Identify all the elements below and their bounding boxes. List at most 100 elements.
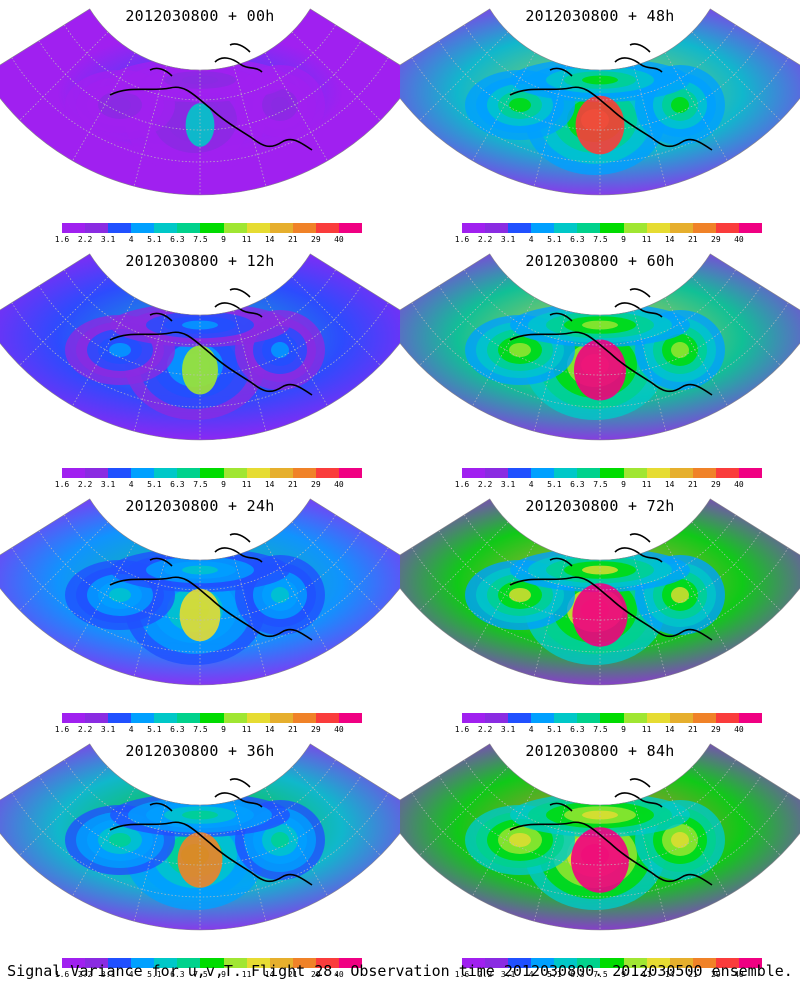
colorbar-tick-label: 40 xyxy=(734,480,744,489)
colorbar-tick-label: 6.3 xyxy=(570,970,585,979)
colorbar-swatch xyxy=(531,713,555,723)
colorbar-tick-label: 1.6 xyxy=(454,970,470,979)
colorbar-tick-label: 14 xyxy=(264,725,275,734)
colorbar-swatch xyxy=(485,958,509,968)
colorbar-swatch xyxy=(62,468,86,478)
colorbar-tick-label: 14 xyxy=(264,235,275,244)
colorbar-swatch xyxy=(269,713,293,723)
forecast-panel: 2012030800 + 36h 1.6 2.2 3.1 4 5.1 6.3 7.5 9 11 14… xyxy=(0,735,400,980)
variance-map xyxy=(400,253,800,441)
colorbar-swatch xyxy=(315,223,339,233)
forecast-panel: 2012030800 + 72h 1.6 2.2 3.1 4 5.1 6.3 7.5 9 11 14… xyxy=(400,490,800,735)
colorbar-tick-label: 6.3 xyxy=(170,725,185,734)
colorbar-tick-label: 6.3 xyxy=(570,480,585,489)
colorbar-swatch xyxy=(223,468,247,478)
variance-maximum xyxy=(177,832,223,888)
colorbar-swatch xyxy=(692,468,716,478)
colorbar-swatch xyxy=(646,223,670,233)
colorbar-ticks: 1.6 2.2 3.1 4 5.1 6.3 7.5 9 11 14 21 29 40 xyxy=(455,480,762,490)
colorbar-tick-label: 5.1 xyxy=(147,970,162,979)
colorbar-swatch xyxy=(338,468,363,478)
colorbar-tick-label: 3.1 xyxy=(100,725,116,734)
colorbar-tick-label: 14 xyxy=(264,970,275,979)
colorbar-swatch xyxy=(131,223,155,233)
variance-maximum xyxy=(185,103,215,147)
colorbar-swatch xyxy=(338,223,363,233)
colorbar-swatch xyxy=(292,958,316,968)
colorbar-swatch xyxy=(200,223,224,233)
colorbar-ticks: 1.6 2.2 3.1 4 5.1 6.3 7.5 9 11 14 21 29 40 xyxy=(455,725,762,735)
panel-title: 2012030800 + 48h xyxy=(525,7,675,25)
colorbar-tick-label: 9 xyxy=(221,480,226,489)
colorbar-tick-label: 6.3 xyxy=(170,970,185,979)
colorbar xyxy=(462,468,763,478)
colorbar-swatch xyxy=(200,468,224,478)
colorbar-swatch xyxy=(462,223,486,233)
colorbar-tick-label: 2.2 xyxy=(77,235,93,244)
colorbar-tick-label: 14 xyxy=(664,235,675,244)
colorbar-swatch xyxy=(554,958,578,968)
colorbar xyxy=(62,223,363,233)
colorbar-tick-label: 21 xyxy=(287,480,298,489)
colorbar-swatch xyxy=(715,713,739,723)
colorbar-tick-label: 1.6 xyxy=(54,480,70,489)
colorbar-swatch xyxy=(154,468,178,478)
variance-maximum xyxy=(575,95,625,155)
colorbar-swatch xyxy=(508,958,532,968)
colorbar xyxy=(62,468,363,478)
colorbar-tick-label: 9 xyxy=(621,725,626,734)
colorbar-swatch xyxy=(692,713,716,723)
colorbar-tick-label: 21 xyxy=(687,235,698,244)
colorbar-tick-label: 29 xyxy=(311,235,321,244)
colorbar-swatch xyxy=(600,713,624,723)
variance-map xyxy=(400,498,800,686)
colorbar-swatch xyxy=(577,958,601,968)
colorbar-swatch xyxy=(246,713,270,723)
panel-title: 2012030800 + 12h xyxy=(125,252,275,270)
colorbar-swatch xyxy=(338,713,363,723)
colorbar-tick-label: 14 xyxy=(664,725,675,734)
colorbar-swatch xyxy=(108,468,132,478)
colorbar-ticks: 1.6 2.2 3.1 4 5.1 6.3 7.5 9 11 14 21 29 40 xyxy=(455,970,762,980)
colorbar-swatch xyxy=(246,223,270,233)
colorbar-swatch xyxy=(292,468,316,478)
colorbar-swatch xyxy=(646,468,670,478)
variance-maximum xyxy=(182,345,218,395)
panel-title: 2012030800 + 84h xyxy=(525,742,675,760)
colorbar-swatch xyxy=(177,223,201,233)
colorbar-tick-label: 7.5 xyxy=(593,970,608,979)
colorbar-swatch xyxy=(200,713,224,723)
colorbar-swatch xyxy=(646,713,670,723)
colorbar-tick-label: 21 xyxy=(687,480,698,489)
colorbar-swatch xyxy=(554,713,578,723)
colorbar-tick-label: 11 xyxy=(241,480,252,489)
colorbar-swatch xyxy=(646,958,670,968)
colorbar-swatch xyxy=(715,958,739,968)
colorbar-tick-label: 11 xyxy=(641,480,652,489)
colorbar-tick-label: 9 xyxy=(221,725,226,734)
colorbar-swatch xyxy=(531,958,555,968)
colorbar-swatch xyxy=(531,223,555,233)
map-boundary xyxy=(400,8,800,196)
colorbar-tick-label: 14 xyxy=(664,480,675,489)
panel-title: 2012030800 + 72h xyxy=(525,497,675,515)
colorbar-tick-label: 4 xyxy=(128,235,134,244)
panel-title: 2012030800 + 60h xyxy=(525,252,675,270)
colorbar-swatch xyxy=(85,958,109,968)
colorbar-swatch xyxy=(131,958,155,968)
colorbar-swatch xyxy=(462,713,486,723)
colorbar-tick-label: 21 xyxy=(287,725,298,734)
colorbar-tick-label: 2.2 xyxy=(477,970,493,979)
colorbar-swatch xyxy=(177,468,201,478)
colorbar-tick-label: 2.2 xyxy=(477,480,493,489)
colorbar-tick-label: 7.5 xyxy=(593,480,608,489)
map-boundary xyxy=(0,253,400,441)
colorbar-ticks: 1.6 2.2 3.1 4 5.1 6.3 7.5 9 11 14 21 29 40 xyxy=(55,235,362,245)
colorbar-tick-label: 11 xyxy=(641,970,652,979)
colorbar-tick-label: 21 xyxy=(687,725,698,734)
colorbar-tick-label: 9 xyxy=(621,235,626,244)
colorbar-swatch xyxy=(85,223,109,233)
colorbar-tick-label: 9 xyxy=(621,970,626,979)
variance-map xyxy=(0,743,400,931)
colorbar-tick-label: 1.6 xyxy=(454,480,470,489)
